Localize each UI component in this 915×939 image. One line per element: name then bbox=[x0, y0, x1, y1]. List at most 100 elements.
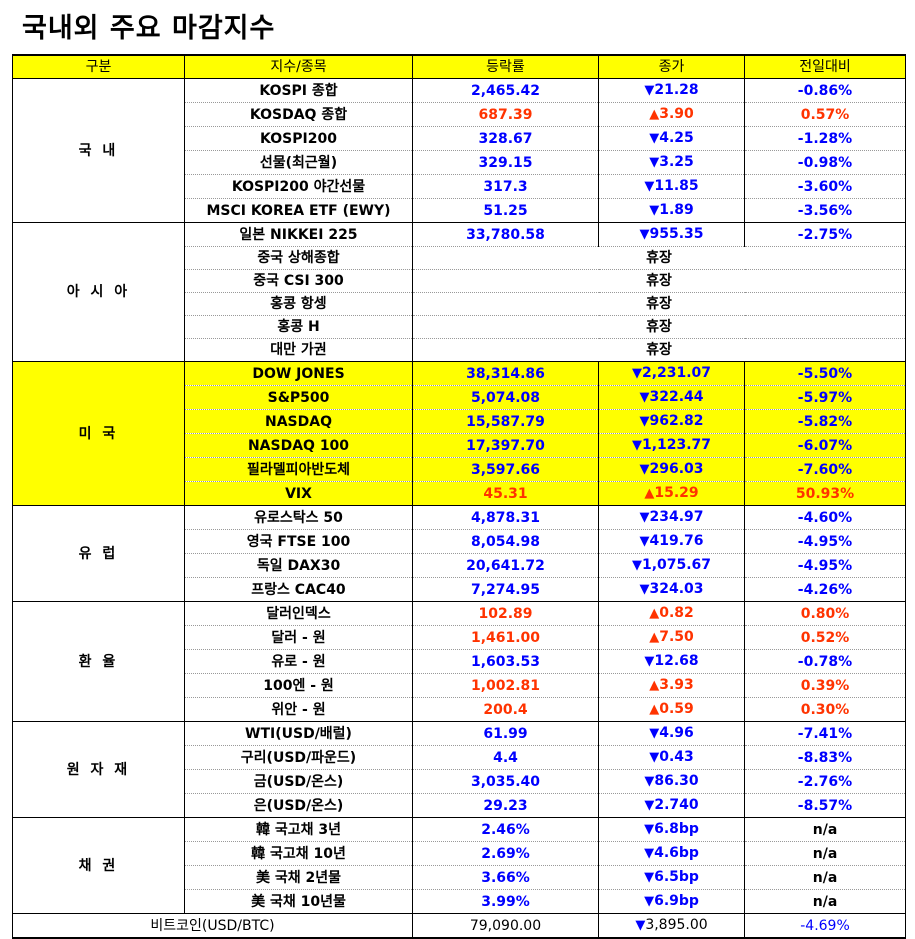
change-cell: -3.60% bbox=[744, 174, 906, 199]
close-cell: 86.30 bbox=[598, 769, 745, 794]
item-name: 필라델피아반도체 bbox=[184, 457, 413, 482]
item-name: 은(USD/온스) bbox=[184, 793, 413, 818]
rate-cell: 15,587.79 bbox=[412, 409, 599, 434]
triangle-down-icon bbox=[644, 798, 654, 813]
close-cell: 6.9bp bbox=[598, 889, 745, 914]
item-name: MSCI KOREA ETF (EWY) bbox=[184, 198, 413, 223]
item-name: KOSPI200 bbox=[184, 126, 413, 151]
item-name: KOSPI 종합 bbox=[184, 78, 413, 103]
category-cell: 국 내 bbox=[12, 78, 185, 223]
close-value: 419.76 bbox=[649, 533, 704, 549]
rate-cell: 8,054.98 bbox=[412, 529, 599, 554]
rate-cell: 1,461.00 bbox=[412, 625, 599, 650]
close-value: 3.93 bbox=[659, 677, 694, 693]
close-cell: 7.50 bbox=[598, 625, 745, 650]
item-name: KOSDAQ 종합 bbox=[184, 102, 413, 127]
close-value: 962.82 bbox=[649, 413, 704, 429]
item-name: 美 국채 2년물 bbox=[184, 865, 413, 890]
item-name: 프랑스 CAC40 bbox=[184, 577, 413, 602]
change-cell: -0.86% bbox=[744, 78, 906, 103]
table-row: 금(USD/온스)3,035.40 86.30 -2.76% bbox=[12, 769, 906, 794]
holiday-cell: 휴장 bbox=[412, 315, 906, 339]
change-cell: -7.60% bbox=[744, 457, 906, 482]
rate-cell: 1,002.81 bbox=[412, 673, 599, 698]
change-cell: -4.95% bbox=[744, 553, 906, 578]
triangle-down-icon bbox=[649, 203, 659, 218]
table-row: 홍콩 항셍 휴장 bbox=[12, 292, 906, 316]
item-name: 유로 - 원 bbox=[184, 649, 413, 674]
close-value: 6.9bp bbox=[654, 893, 699, 909]
close-value: 4.6bp bbox=[654, 845, 699, 861]
close-cell: 1,123.77 bbox=[598, 433, 745, 458]
triangle-down-icon bbox=[644, 83, 654, 98]
triangle-down-icon bbox=[649, 155, 659, 170]
close-value: 7.50 bbox=[659, 629, 694, 645]
close-cell: 4.25 bbox=[598, 126, 745, 151]
close-value: 4.96 bbox=[659, 725, 694, 741]
header-close: 종가 bbox=[598, 54, 745, 79]
item-name: 영국 FTSE 100 bbox=[184, 529, 413, 554]
item-name: 중국 상해종합 bbox=[184, 246, 413, 270]
rate-cell: 328.67 bbox=[412, 126, 599, 151]
close-cell: 419.76 bbox=[598, 529, 745, 554]
item-name: 선물(최근월) bbox=[184, 150, 413, 175]
close-value: 6.5bp bbox=[654, 869, 699, 885]
triangle-down-icon bbox=[644, 894, 654, 909]
change-cell: -4.60% bbox=[744, 505, 906, 530]
table-row: 선물(최근월)329.15 3.25 -0.98% bbox=[12, 150, 906, 175]
close-cell: 962.82 bbox=[598, 409, 745, 434]
triangle-down-icon bbox=[644, 774, 654, 789]
rate-cell: 7,274.95 bbox=[412, 577, 599, 602]
item-name: 일본 NIKKEI 225 bbox=[184, 222, 413, 247]
rate-cell: 2.46% bbox=[412, 817, 599, 842]
change-cell: 0.39% bbox=[744, 673, 906, 698]
triangle-up-icon bbox=[649, 702, 659, 717]
close-value: 6.8bp bbox=[654, 821, 699, 837]
table-row: 중국 상해종합 휴장 bbox=[12, 246, 906, 270]
rate-cell: 61.99 bbox=[412, 721, 599, 746]
change-cell: 0.30% bbox=[744, 697, 906, 722]
triangle-down-icon bbox=[644, 822, 654, 837]
triangle-up-icon bbox=[644, 486, 654, 501]
item-name: 美 국채 10년물 bbox=[184, 889, 413, 914]
item-name: DOW JONES bbox=[184, 361, 413, 386]
triangle-down-icon bbox=[632, 366, 642, 381]
table-row: 은(USD/온스)29.23 2.740 -8.57% bbox=[12, 793, 906, 818]
close-cell: 11.85 bbox=[598, 174, 745, 199]
rate-cell: 200.4 bbox=[412, 697, 599, 722]
close-cell: 15.29 bbox=[598, 481, 745, 506]
item-name: 유로스탁스 50 bbox=[184, 505, 413, 530]
triangle-down-icon bbox=[644, 846, 654, 861]
rate-cell: 51.25 bbox=[412, 198, 599, 223]
table-row: 구리(USD/파운드)4.4 0.43 -8.83% bbox=[12, 745, 906, 770]
item-name: 달러 - 원 bbox=[184, 625, 413, 650]
close-cell: 1.89 bbox=[598, 198, 745, 223]
change-cell: -2.75% bbox=[744, 222, 906, 247]
change-cell: n/a bbox=[744, 889, 906, 914]
holiday-cell: 휴장 bbox=[412, 292, 906, 316]
item-name: 위안 - 원 bbox=[184, 697, 413, 722]
triangle-down-icon bbox=[639, 390, 649, 405]
triangle-up-icon bbox=[649, 606, 659, 621]
table-row: 채 권韓 국고채 3년2.46% 6.8bp n/a bbox=[12, 817, 906, 914]
change-cell: n/a bbox=[744, 865, 906, 890]
category-cell: 원 자 재 bbox=[12, 721, 185, 818]
table-row: 중국 CSI 300 휴장 bbox=[12, 269, 906, 293]
close-value: 15.29 bbox=[654, 485, 699, 501]
close-cell: 324.03 bbox=[598, 577, 745, 602]
triangle-down-icon bbox=[639, 227, 649, 242]
close-value: 2,231.07 bbox=[641, 365, 712, 381]
change-cell: n/a bbox=[744, 841, 906, 866]
